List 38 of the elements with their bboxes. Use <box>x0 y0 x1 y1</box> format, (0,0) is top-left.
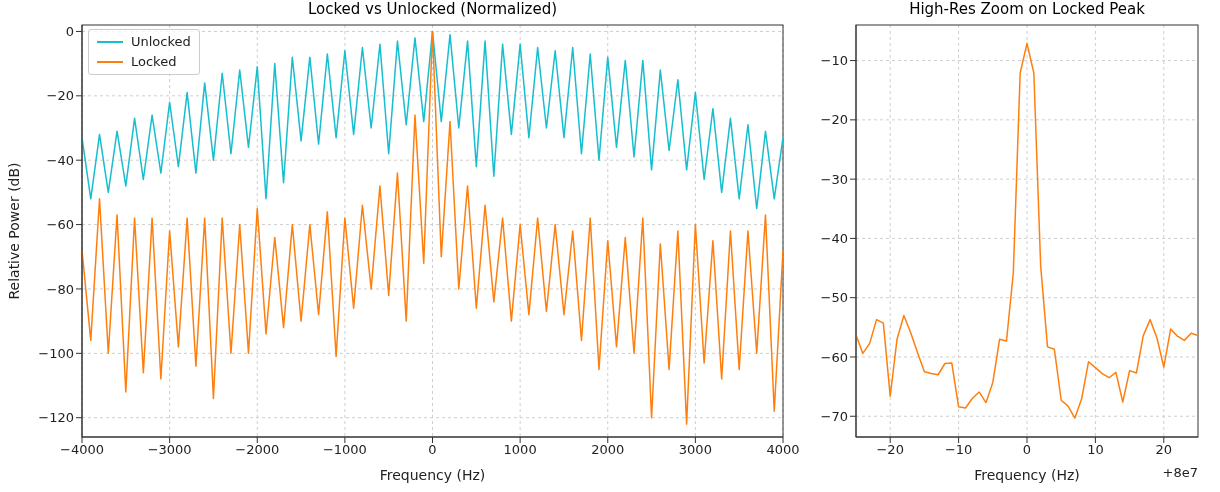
x-tick-label: −1000 <box>322 442 367 458</box>
y-tick-label: −10 <box>820 53 848 69</box>
y-tick-label: −30 <box>820 171 848 187</box>
text: +8e7 <box>1162 465 1198 480</box>
y-tick-label: −20 <box>820 112 848 128</box>
y-tick-label: −40 <box>46 152 74 168</box>
x-axis-title: Frequency (Hz) <box>379 467 486 483</box>
x-tick-label: −20 <box>876 442 904 458</box>
y-tick-label: −40 <box>820 231 848 247</box>
chart-title: Locked vs Unlocked (Normalized) <box>306 0 559 18</box>
y-tick-label: −70 <box>820 408 848 424</box>
x-axis-title: Frequency (Hz) <box>974 467 1080 483</box>
y-tick-label: −60 <box>46 217 74 233</box>
x-tick-label: 4000 <box>766 442 800 458</box>
y-tick-label: −120 <box>38 410 74 426</box>
y-tick-label: −60 <box>820 349 848 365</box>
x-tick-label: −3000 <box>147 442 192 458</box>
x-tick-label: −10 <box>944 442 973 458</box>
y-tick-label: −100 <box>38 345 74 361</box>
x-tick-label: −2000 <box>235 442 280 458</box>
legend-label: Unlocked <box>131 33 191 51</box>
x-tick-label: 0 <box>1022 442 1032 458</box>
y-tick-label: −80 <box>46 281 74 297</box>
y-tick-label: −50 <box>820 290 848 306</box>
x-tick-label: 0 <box>428 442 437 458</box>
line-series <box>82 30 783 425</box>
chart-title: High-Res Zoom on Locked Peak <box>908 0 1146 18</box>
x-tick-label: 1000 <box>503 442 537 458</box>
x-tick-label: −4000 <box>60 442 104 458</box>
line-series <box>856 42 1198 419</box>
y-tick-label: 0 <box>65 24 74 40</box>
x-tick-label: 2000 <box>591 442 625 458</box>
y-tick-label: −20 <box>46 88 74 104</box>
x-tick-label: 20 <box>1155 442 1173 458</box>
x-tick-label: 10 <box>1087 442 1104 458</box>
legend-label: Locked <box>131 53 177 71</box>
x-tick-label: 3000 <box>678 442 712 458</box>
y-axis-title: Relative Power (dB) <box>5 162 22 300</box>
